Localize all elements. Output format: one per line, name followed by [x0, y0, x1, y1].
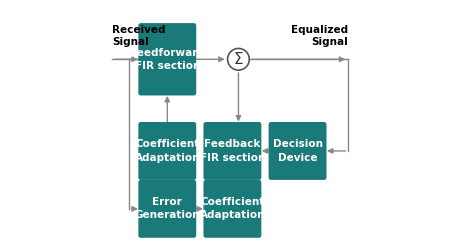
- FancyBboxPatch shape: [268, 122, 326, 180]
- FancyBboxPatch shape: [138, 23, 196, 95]
- FancyBboxPatch shape: [138, 180, 196, 238]
- Text: Coefficient
Adaptation: Coefficient Adaptation: [199, 197, 264, 220]
- Text: Error
Generation: Error Generation: [134, 197, 200, 220]
- Text: Σ: Σ: [233, 52, 243, 67]
- Text: Equalized
Signal: Equalized Signal: [291, 25, 347, 47]
- Text: Received
Signal: Received Signal: [112, 25, 165, 47]
- FancyBboxPatch shape: [203, 180, 261, 238]
- Text: Feedback
FIR section: Feedback FIR section: [199, 139, 264, 163]
- Text: Feedforward
FIR section: Feedforward FIR section: [129, 48, 204, 71]
- Text: Decision
Device: Decision Device: [272, 139, 322, 163]
- FancyBboxPatch shape: [138, 122, 196, 180]
- Text: Coefficient
Adaptation: Coefficient Adaptation: [134, 139, 200, 163]
- FancyBboxPatch shape: [203, 122, 261, 180]
